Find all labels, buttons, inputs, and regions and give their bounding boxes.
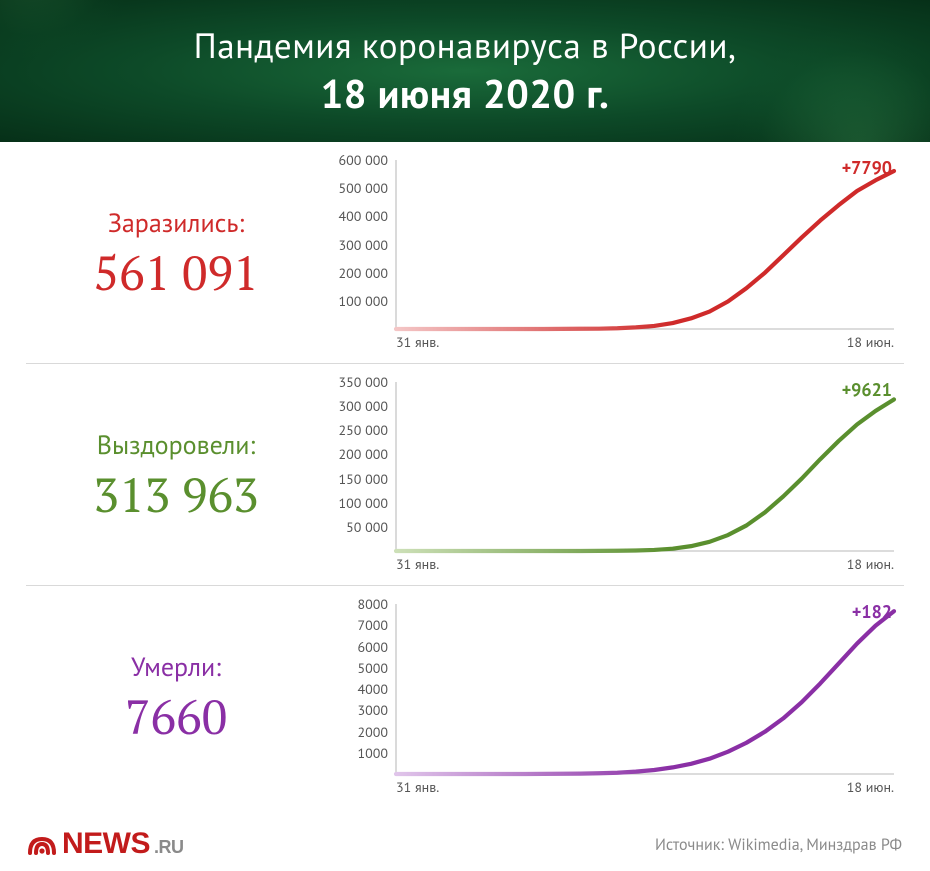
charts-area: Заразились: 561 091 100 000 200 000 300 000 4… bbox=[0, 142, 930, 808]
logo-text: NEWS bbox=[62, 827, 150, 861]
stat-value: 561 091 bbox=[26, 246, 326, 299]
delta-label: +9621 bbox=[842, 378, 892, 401]
stat-col-deaths: Умерли: 7660 bbox=[26, 651, 326, 743]
y-axis-ticks: 10002000300040005000600070008000 bbox=[326, 604, 392, 774]
chart-deaths: 1000 2000 3000 4000 5000 6000 7000 8000 31 янв. 1… bbox=[326, 586, 904, 808]
x-start-label: 31 янв. bbox=[396, 333, 439, 351]
y-tick: 600 000 bbox=[338, 151, 388, 169]
stat-label: Умерли: bbox=[26, 651, 326, 684]
y-tick: 300 000 bbox=[338, 236, 388, 254]
source-text: Источник: Wikimedia, Минздрав РФ bbox=[655, 835, 902, 861]
y-axis-ticks: 50 000 100 000 150 000 200 000 250 000 300 00… bbox=[326, 382, 392, 551]
stat-row-infected: Заразились: 561 091 100 000 200 000 300 000 4… bbox=[26, 142, 904, 364]
stat-label: Выздоровели: bbox=[26, 429, 326, 462]
stat-value: 313 963 bbox=[26, 468, 326, 521]
header: Пандемия коронавируса в России, 18 июня … bbox=[0, 0, 930, 142]
y-tick: 150 000 bbox=[338, 470, 388, 488]
y-tick: 100 000 bbox=[338, 292, 388, 310]
y-tick: 50 000 bbox=[346, 518, 388, 536]
title-line2: 18 июня 2020 г. bbox=[321, 68, 610, 120]
y-tick: 4000 bbox=[357, 680, 388, 698]
x-start-label: 31 янв. bbox=[396, 778, 439, 796]
y-tick: 200 000 bbox=[338, 264, 388, 282]
y-tick: 8000 bbox=[357, 595, 388, 613]
title-line1: Пандемия коронавируса в России, bbox=[194, 22, 737, 68]
logo-suffix: .RU bbox=[154, 837, 184, 858]
stat-value: 7660 bbox=[26, 690, 326, 743]
delta-label: +7790 bbox=[842, 156, 892, 179]
stat-col-recovered: Выздоровели: 313 963 bbox=[26, 429, 326, 521]
x-axis-labels: 31 янв. 18 июн. bbox=[396, 778, 894, 796]
x-start-label: 31 янв. bbox=[396, 555, 439, 573]
x-end-label: 18 июн. bbox=[847, 555, 894, 573]
y-tick: 400 000 bbox=[338, 207, 388, 225]
y-tick: 250 000 bbox=[338, 421, 388, 439]
y-tick: 1000 bbox=[357, 744, 388, 762]
x-axis-labels: 31 янв. 18 июн. bbox=[396, 555, 894, 573]
chart-recovered: 50 000 100 000 150 000 200 000 250 000 300 00… bbox=[326, 364, 904, 585]
chart-plot bbox=[396, 382, 894, 551]
y-tick: 6000 bbox=[357, 638, 388, 656]
footer: NEWS.RU Источник: Wikimedia, Минздрав РФ bbox=[0, 811, 930, 871]
chart-plot bbox=[396, 160, 894, 329]
y-axis-ticks: 100 000200 000300 000400 000500 000600 0… bbox=[326, 160, 392, 329]
y-tick: 7000 bbox=[357, 616, 388, 634]
stat-row-recovered: Выздоровели: 313 963 50 000 100 000 150 000 2… bbox=[26, 364, 904, 586]
chart-infected: 100 000 200 000 300 000 400 000 500 000 600 0… bbox=[326, 142, 904, 363]
x-axis-labels: 31 янв. 18 июн. bbox=[396, 333, 894, 351]
stat-col-infected: Заразились: 561 091 bbox=[26, 207, 326, 299]
x-end-label: 18 июн. bbox=[847, 778, 894, 796]
stat-row-deaths: Умерли: 7660 1000 2000 3000 4000 5000 6000 7000 8… bbox=[26, 586, 904, 808]
y-tick: 2000 bbox=[357, 723, 388, 741]
chart-plot bbox=[396, 604, 894, 774]
logo-icon bbox=[28, 831, 56, 855]
delta-label: +182 bbox=[852, 600, 892, 623]
y-tick: 100 000 bbox=[338, 494, 388, 512]
logo: NEWS.RU bbox=[28, 827, 184, 861]
stat-label: Заразились: bbox=[26, 207, 326, 240]
y-tick: 200 000 bbox=[338, 445, 388, 463]
y-tick: 3000 bbox=[357, 701, 388, 719]
y-tick: 350 000 bbox=[338, 373, 388, 391]
y-tick: 5000 bbox=[357, 659, 388, 677]
x-end-label: 18 июн. bbox=[847, 333, 894, 351]
y-tick: 500 000 bbox=[338, 179, 388, 197]
y-tick: 300 000 bbox=[338, 397, 388, 415]
